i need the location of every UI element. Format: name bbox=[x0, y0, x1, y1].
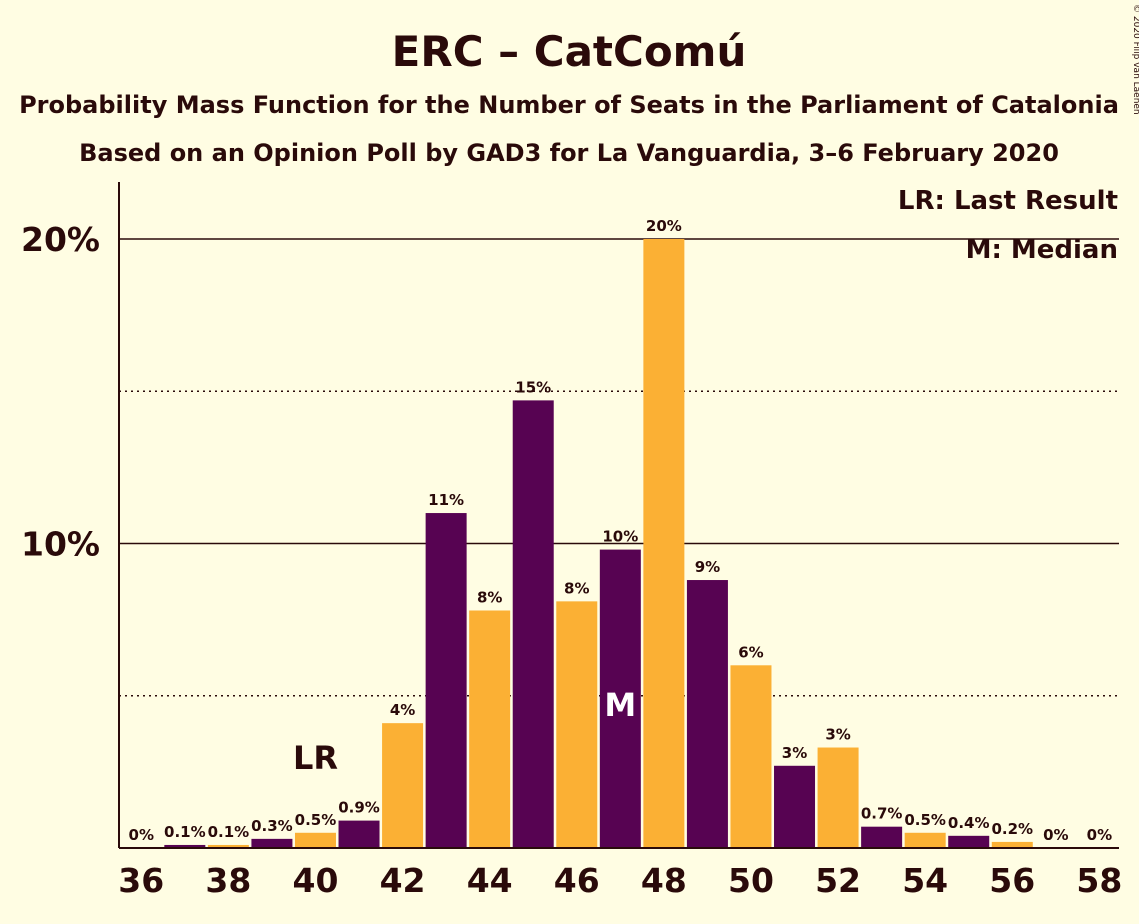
data-label-44: 8% bbox=[477, 588, 502, 606]
data-label-51: 3% bbox=[782, 744, 807, 762]
bar-37 bbox=[164, 844, 206, 848]
x-tick-label-56: 56 bbox=[989, 861, 1035, 900]
data-label-38: 0.1% bbox=[208, 823, 250, 841]
bar-45 bbox=[512, 400, 554, 848]
bar-44 bbox=[469, 610, 511, 848]
legend-median: M: Median bbox=[966, 235, 1118, 265]
data-label-36: 0% bbox=[129, 826, 154, 844]
data-label-39: 0.3% bbox=[251, 817, 293, 835]
x-tick-label-38: 38 bbox=[205, 861, 251, 900]
copyright-note: © 2020 Filip van Laenen bbox=[1131, 4, 1139, 115]
data-label-47: 10% bbox=[602, 528, 638, 546]
data-label-48: 20% bbox=[646, 217, 682, 235]
bar-46 bbox=[556, 601, 598, 848]
bar-43 bbox=[425, 513, 467, 848]
y-tick-labels: 10% 20% bbox=[21, 220, 100, 564]
y-tick-label-1: 20% bbox=[21, 220, 100, 259]
bar-52 bbox=[817, 747, 859, 848]
data-label-41: 0.9% bbox=[338, 799, 380, 817]
y-tick-label-0: 10% bbox=[21, 525, 100, 564]
data-label-46: 8% bbox=[564, 579, 589, 597]
x-tick-label-52: 52 bbox=[815, 861, 861, 900]
data-label-56: 0.2% bbox=[991, 820, 1033, 838]
x-tick-label-48: 48 bbox=[641, 861, 687, 900]
bar-53 bbox=[861, 826, 903, 848]
bar-40 bbox=[294, 832, 336, 848]
chart-subtitle-1: Probability Mass Function for the Number… bbox=[19, 91, 1119, 119]
bar-47 bbox=[599, 549, 641, 848]
data-label-55: 0.4% bbox=[948, 814, 990, 832]
data-label-40: 0.5% bbox=[295, 811, 337, 829]
bar-39 bbox=[251, 838, 293, 848]
x-tick-label-36: 36 bbox=[118, 861, 164, 900]
x-tick-label-42: 42 bbox=[380, 861, 426, 900]
data-label-54: 0.5% bbox=[904, 811, 946, 829]
x-tick-label-44: 44 bbox=[467, 861, 513, 900]
median-marker: M bbox=[604, 686, 636, 724]
x-tick-label-50: 50 bbox=[728, 861, 774, 900]
bar-50 bbox=[730, 665, 772, 848]
data-label-49: 9% bbox=[695, 558, 720, 576]
data-label-57: 0% bbox=[1043, 826, 1068, 844]
x-tick-label-54: 54 bbox=[902, 861, 948, 900]
bar-42 bbox=[382, 723, 424, 848]
bar-38 bbox=[207, 844, 249, 848]
x-tick-labels: 36 38 40 42 44 46 48 50 52 54 56 58 bbox=[118, 861, 1122, 900]
data-label-58: 0% bbox=[1087, 826, 1112, 844]
data-label-50: 6% bbox=[738, 643, 763, 661]
bars bbox=[164, 239, 1033, 848]
legend-last-result: LR: Last Result bbox=[898, 186, 1118, 216]
bar-55 bbox=[948, 835, 990, 848]
x-tick-label-58: 58 bbox=[1076, 861, 1122, 900]
data-labels: 0% 0.1% 0.1% 0.3% 0.5%0.9%4%11%8%15%8%10%20%… bbox=[129, 217, 1113, 844]
bar-49 bbox=[686, 580, 728, 848]
data-label-53: 0.7% bbox=[861, 805, 903, 823]
last-result-marker: LR bbox=[293, 739, 338, 777]
bar-41 bbox=[338, 820, 380, 848]
x-tick-label-46: 46 bbox=[554, 861, 600, 900]
chart-title: ERC – CatComú bbox=[392, 27, 747, 76]
data-label-52: 3% bbox=[825, 726, 850, 744]
bar-48 bbox=[643, 239, 685, 848]
data-label-37: 0.1% bbox=[164, 823, 206, 841]
data-label-45: 15% bbox=[515, 378, 551, 396]
bar-54 bbox=[904, 832, 946, 848]
data-label-43: 11% bbox=[428, 491, 464, 509]
x-tick-label-40: 40 bbox=[293, 861, 339, 900]
chart-subtitle-2: Based on an Opinion Poll by GAD3 for La … bbox=[79, 139, 1059, 167]
data-label-42: 4% bbox=[390, 701, 415, 719]
bar-56 bbox=[991, 841, 1033, 848]
bar-51 bbox=[774, 765, 816, 848]
